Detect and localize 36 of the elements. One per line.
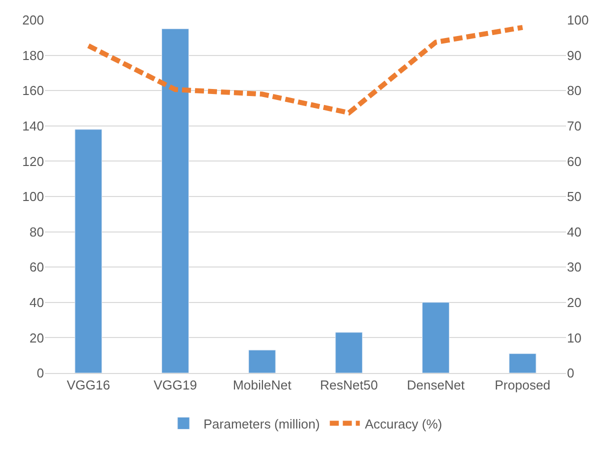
x-tick-label: VGG19 bbox=[154, 378, 197, 393]
y2-tick-label: 70 bbox=[567, 118, 582, 134]
bar bbox=[74, 129, 102, 373]
x-tick-label: DenseNet bbox=[406, 378, 466, 393]
x-tick-label: MobileNet bbox=[232, 378, 292, 393]
y-tick-label: 100 bbox=[22, 189, 44, 204]
y-tick-label: 200 bbox=[22, 12, 44, 28]
y2-tick-label: 20 bbox=[567, 294, 582, 310]
x-tick-label: Proposed bbox=[494, 378, 550, 393]
bar bbox=[248, 350, 276, 373]
y-tick-label: 120 bbox=[22, 154, 44, 169]
y-tick-label: 20 bbox=[30, 330, 44, 346]
y-tick-label: 40 bbox=[30, 294, 44, 310]
y-tick-label: 0 bbox=[36, 366, 44, 381]
legend-label: Accuracy (%) bbox=[364, 416, 442, 432]
bar bbox=[335, 332, 363, 373]
y-tick-label: 140 bbox=[22, 118, 44, 134]
y2-tick-label: 90 bbox=[567, 48, 582, 63]
y2-tick-label: 10 bbox=[567, 330, 582, 346]
y-tick-label: 60 bbox=[30, 260, 44, 275]
x-tick-label: ResNet50 bbox=[320, 378, 378, 393]
x-tick-label: VGG16 bbox=[66, 378, 110, 393]
y2-tick-label: 100 bbox=[567, 12, 589, 28]
y2-tick-label: 50 bbox=[567, 189, 582, 204]
bar bbox=[162, 28, 189, 373]
y-tick-label: 160 bbox=[22, 83, 44, 98]
y-tick-label: 180 bbox=[22, 48, 44, 63]
bar bbox=[508, 353, 536, 373]
y-tick-label: 80 bbox=[30, 224, 44, 240]
legend-label: Parameters (million) bbox=[204, 416, 320, 432]
y2-tick-label: 0 bbox=[567, 366, 574, 381]
y2-tick-label: 40 bbox=[567, 224, 582, 240]
y2-tick-label: 30 bbox=[567, 260, 582, 275]
bar bbox=[422, 302, 450, 373]
y2-tick-label: 60 bbox=[567, 154, 582, 169]
y2-tick-label: 80 bbox=[567, 83, 582, 98]
